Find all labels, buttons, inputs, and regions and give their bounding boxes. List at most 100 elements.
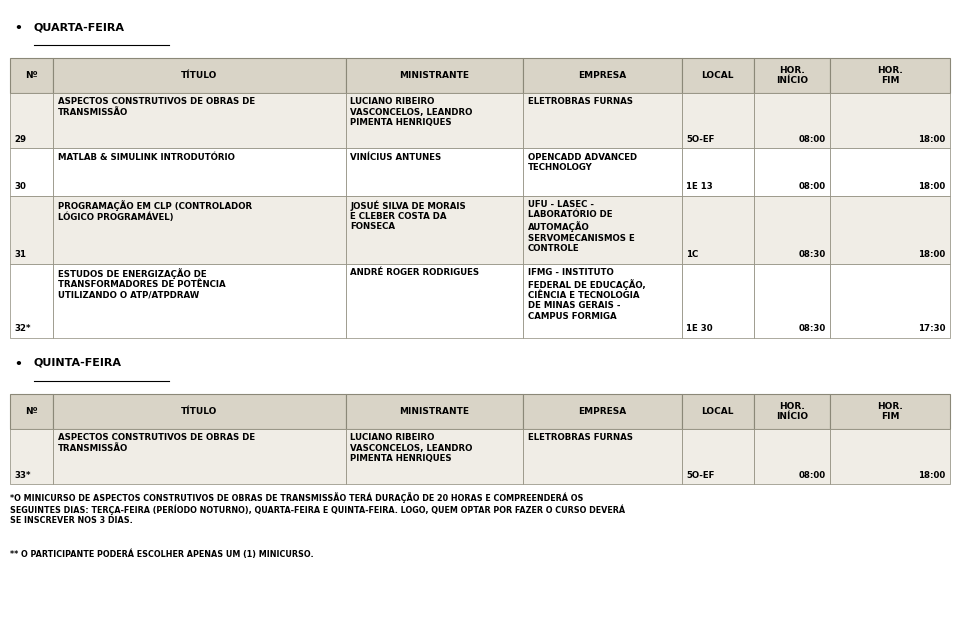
Text: HOR.
FIM: HOR. FIM	[877, 66, 903, 86]
Bar	[830, 93, 950, 148]
Text: QUARTA-FEIRA: QUARTA-FEIRA	[34, 22, 125, 32]
Text: Nº: Nº	[25, 407, 37, 416]
Bar	[682, 264, 754, 338]
Text: ASPECTOS CONSTRUTIVOS DE OBRAS DE
TRANSMISSÃO: ASPECTOS CONSTRUTIVOS DE OBRAS DE TRANSM…	[58, 97, 254, 117]
Text: ELETROBRAS FURNAS: ELETROBRAS FURNAS	[528, 97, 633, 106]
Text: HOR.
FIM: HOR. FIM	[877, 402, 903, 421]
Text: EMPRESA: EMPRESA	[578, 407, 627, 416]
Text: MATLAB & SIMULINK INTRODUTÓRIO: MATLAB & SIMULINK INTRODUTÓRIO	[58, 153, 234, 162]
Text: 08:30: 08:30	[799, 325, 826, 333]
Bar	[10, 264, 53, 338]
Text: 08:30: 08:30	[799, 250, 826, 259]
Bar	[830, 196, 950, 264]
Bar	[523, 429, 682, 484]
Bar	[53, 196, 346, 264]
Text: LOCAL: LOCAL	[702, 407, 733, 416]
Bar	[754, 196, 830, 264]
Text: LUCIANO RIBEIRO
VASCONCELOS, LEANDRO
PIMENTA HENRIQUES: LUCIANO RIBEIRO VASCONCELOS, LEANDRO PIM…	[350, 433, 472, 463]
Text: •: •	[14, 358, 22, 371]
Bar	[754, 148, 830, 196]
Bar	[523, 264, 682, 338]
Bar	[830, 58, 950, 93]
Bar	[53, 429, 346, 484]
Text: 08:00: 08:00	[799, 182, 826, 191]
Text: 32*: 32*	[14, 325, 31, 333]
Text: HOR.
INÍCIO: HOR. INÍCIO	[776, 402, 808, 421]
Text: 29: 29	[14, 135, 26, 144]
Bar	[754, 58, 830, 93]
Text: 18:00: 18:00	[919, 250, 946, 259]
Bar	[10, 148, 53, 196]
Bar	[346, 58, 523, 93]
Bar	[682, 93, 754, 148]
Text: ASPECTOS CONSTRUTIVOS DE OBRAS DE
TRANSMISSÃO: ASPECTOS CONSTRUTIVOS DE OBRAS DE TRANSM…	[58, 433, 254, 453]
Bar	[682, 196, 754, 264]
Text: OPENCADD ADVANCED
TECHNOLOGY: OPENCADD ADVANCED TECHNOLOGY	[528, 153, 637, 172]
Text: ESTUDOS DE ENERGIZAÇÃO DE
TRANSFORMADORES DE POTÊNCIA
UTILIZANDO O ATP/ATPDRAW: ESTUDOS DE ENERGIZAÇÃO DE TRANSFORMADORE…	[58, 268, 226, 299]
Text: •: •	[14, 22, 22, 35]
Bar	[53, 58, 346, 93]
Text: IFMG - INSTITUTO
FEDERAL DE EDUCAÇÃO,
CIÊNCIA E TECNOLOGIA
DE MINAS GERAIS -
CAM: IFMG - INSTITUTO FEDERAL DE EDUCAÇÃO, CI…	[528, 268, 646, 321]
Bar	[682, 58, 754, 93]
Bar	[346, 264, 523, 338]
Text: 1E 30: 1E 30	[686, 325, 713, 333]
Text: TÍTULO: TÍTULO	[181, 71, 217, 81]
Bar	[830, 148, 950, 196]
Text: ELETROBRAS FURNAS: ELETROBRAS FURNAS	[528, 433, 633, 442]
Bar	[830, 394, 950, 429]
Text: *O MINICURSO DE ASPECTOS CONSTRUTIVOS DE OBRAS DE TRANSMISSÃO TERÁ DURAÇÃO DE 20: *O MINICURSO DE ASPECTOS CONSTRUTIVOS DE…	[10, 492, 625, 525]
Text: 08:00: 08:00	[799, 135, 826, 144]
Text: TÍTULO: TÍTULO	[181, 407, 217, 416]
Bar	[523, 196, 682, 264]
Text: MINISTRANTE: MINISTRANTE	[399, 71, 469, 81]
Text: PROGRAMAÇÃO EM CLP (CONTROLADOR
LÓGICO PROGRAMÁVEL): PROGRAMAÇÃO EM CLP (CONTROLADOR LÓGICO P…	[58, 200, 252, 222]
Text: 18:00: 18:00	[919, 182, 946, 191]
Text: 1E 13: 1E 13	[686, 182, 713, 191]
Bar	[53, 148, 346, 196]
Bar	[523, 93, 682, 148]
Bar	[523, 394, 682, 429]
Text: EMPRESA: EMPRESA	[578, 71, 627, 81]
Text: JOSUÉ SILVA DE MORAIS
E CLEBER COSTA DA
FONSECA: JOSUÉ SILVA DE MORAIS E CLEBER COSTA DA …	[350, 200, 467, 231]
Text: LOCAL: LOCAL	[702, 71, 733, 81]
Text: 5O-EF: 5O-EF	[686, 471, 715, 480]
Text: UFU - LASEC -
LABORATÓRIO DE
AUTOMAÇÃO
SERVOMECANISMOS E
CONTROLE: UFU - LASEC - LABORATÓRIO DE AUTOMAÇÃO S…	[528, 200, 635, 253]
Text: 30: 30	[14, 182, 26, 191]
Text: VINÍCIUS ANTUNES: VINÍCIUS ANTUNES	[350, 153, 442, 162]
Bar	[10, 394, 53, 429]
Bar	[523, 58, 682, 93]
Text: 18:00: 18:00	[919, 471, 946, 480]
Text: 17:30: 17:30	[918, 325, 946, 333]
Bar	[346, 148, 523, 196]
Bar	[523, 148, 682, 196]
Bar	[10, 429, 53, 484]
Text: 08:00: 08:00	[799, 471, 826, 480]
Bar	[754, 264, 830, 338]
Text: Nº: Nº	[25, 71, 37, 81]
Bar	[53, 394, 346, 429]
Text: 18:00: 18:00	[919, 135, 946, 144]
Bar	[10, 58, 53, 93]
Bar	[830, 429, 950, 484]
Bar	[682, 394, 754, 429]
Text: ANDRÉ ROGER RODRIGUES: ANDRÉ ROGER RODRIGUES	[350, 268, 480, 277]
Bar	[53, 264, 346, 338]
Bar	[830, 264, 950, 338]
Bar	[682, 148, 754, 196]
Text: 1C: 1C	[686, 250, 699, 259]
Bar	[346, 196, 523, 264]
Text: MINISTRANTE: MINISTRANTE	[399, 407, 469, 416]
Bar	[346, 429, 523, 484]
Text: LUCIANO RIBEIRO
VASCONCELOS, LEANDRO
PIMENTA HENRIQUES: LUCIANO RIBEIRO VASCONCELOS, LEANDRO PIM…	[350, 97, 472, 127]
Bar	[754, 93, 830, 148]
Bar	[10, 93, 53, 148]
Bar	[346, 93, 523, 148]
Bar	[10, 196, 53, 264]
Text: 33*: 33*	[14, 471, 31, 480]
Text: ** O PARTICIPANTE PODERÁ ESCOLHER APENAS UM (1) MINICURSO.: ** O PARTICIPANTE PODERÁ ESCOLHER APENAS…	[10, 550, 313, 559]
Text: QUINTA-FEIRA: QUINTA-FEIRA	[34, 358, 122, 368]
Bar	[682, 429, 754, 484]
Bar	[754, 429, 830, 484]
Text: HOR.
INÍCIO: HOR. INÍCIO	[776, 66, 808, 86]
Bar	[346, 394, 523, 429]
